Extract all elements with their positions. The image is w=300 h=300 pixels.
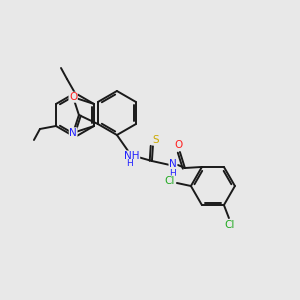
Text: H: H xyxy=(169,169,176,178)
Text: Cl: Cl xyxy=(165,176,175,186)
Text: H: H xyxy=(127,160,133,169)
Text: N: N xyxy=(169,159,177,169)
Text: S: S xyxy=(153,135,159,145)
Text: Cl: Cl xyxy=(225,220,235,230)
Text: O: O xyxy=(175,140,183,150)
Text: O: O xyxy=(69,92,77,102)
Text: N: N xyxy=(69,128,77,138)
Text: NH: NH xyxy=(124,151,140,161)
